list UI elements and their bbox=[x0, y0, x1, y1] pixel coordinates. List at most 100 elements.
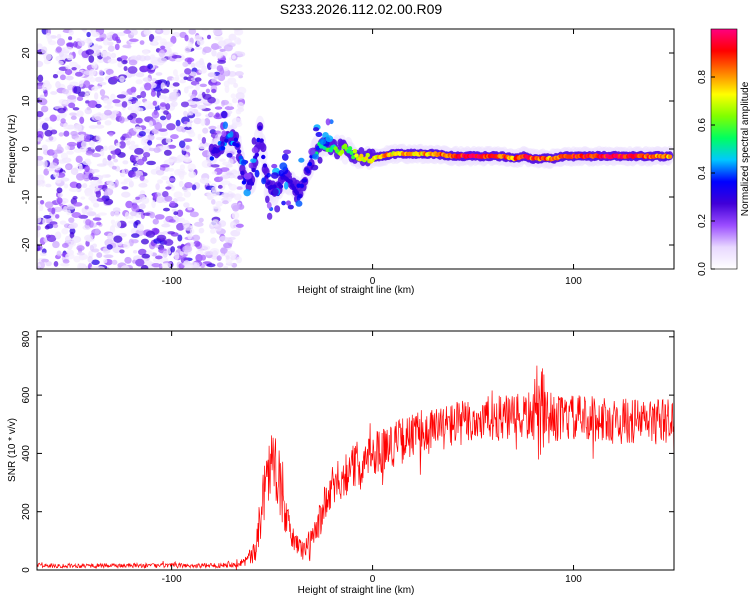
spectrogram-noise-cell bbox=[227, 102, 233, 107]
spectrogram-noise-cell bbox=[128, 38, 139, 43]
spectrogram-noise-cell bbox=[141, 253, 151, 259]
spectrogram-noise-cell bbox=[135, 170, 140, 178]
spectrogram-noise-cell bbox=[150, 54, 156, 60]
spectrogram-noise-cell bbox=[121, 60, 128, 65]
spectrogram-noise-cell bbox=[56, 70, 65, 75]
spectrogram-noise-cell bbox=[170, 134, 179, 140]
spectrogram-noise-cell bbox=[88, 55, 95, 63]
spectrogram-noise-cell bbox=[76, 110, 84, 118]
spectrogram-noise-cell bbox=[127, 66, 138, 74]
spectrogram-noise-cell bbox=[93, 92, 99, 100]
spectrogram-noise-cell bbox=[107, 58, 118, 64]
spectrogram-noise-cell bbox=[197, 133, 202, 141]
spectrogram-noise-cell bbox=[145, 230, 156, 238]
spectrogram-noise-cell bbox=[220, 180, 231, 185]
spectrogram-noise-cell bbox=[193, 240, 201, 247]
spectrogram-noise-cell bbox=[235, 92, 245, 100]
spectrogram-noise-cell bbox=[91, 259, 100, 265]
spectrogram-noise-cell bbox=[67, 250, 72, 256]
spectrogram-noise-cell bbox=[158, 49, 166, 58]
spectrogram-noise-cell bbox=[222, 200, 229, 205]
spectrogram-noise-cell bbox=[160, 82, 166, 90]
spectrogram-noise-cell bbox=[228, 33, 237, 41]
spectrogram-noise-cell bbox=[65, 145, 70, 151]
spectrogram-noise-cell bbox=[95, 103, 102, 109]
spectrogram-noise-cell bbox=[114, 103, 124, 107]
spectrogram-scatter-cell bbox=[220, 110, 228, 119]
spectrogram-noise-cell bbox=[120, 265, 130, 269]
spectrogram-noise-cell bbox=[148, 147, 155, 152]
spectrogram-noise-cell bbox=[120, 181, 128, 185]
spectrogram-noise-cell bbox=[141, 134, 149, 143]
spectrogram-noise-cell bbox=[154, 214, 165, 220]
spectrogram-noise-cell bbox=[53, 149, 63, 154]
spectrogram-noise-cell bbox=[107, 232, 114, 241]
spectrogram-noise-cell bbox=[201, 91, 206, 98]
spectrogram-scatter-cell bbox=[287, 204, 294, 210]
spectrogram-noise-cell bbox=[90, 180, 99, 185]
spectrogram-noise-cell bbox=[173, 191, 183, 199]
spectrogram-noise-cell bbox=[61, 228, 69, 235]
spectrogram-noise-cell bbox=[218, 176, 224, 182]
spectrogram-scatter-cell bbox=[312, 153, 319, 160]
spectrogram-noise-cell bbox=[135, 79, 143, 85]
spectrogram-noise-cell bbox=[219, 235, 227, 242]
spectrogram-noise-cell bbox=[198, 69, 207, 74]
spectrogram-noise-cell bbox=[155, 183, 160, 191]
spectrogram-noise-cell bbox=[142, 77, 152, 82]
spectrogram-ridge-cell bbox=[306, 169, 311, 174]
spectrogram-noise-cell bbox=[129, 210, 137, 217]
spectrogram-noise-cell bbox=[179, 79, 187, 84]
spectrogram-noise-cell bbox=[41, 258, 49, 263]
spectrogram-noise-cell bbox=[44, 201, 54, 209]
spectrogram-noise-cell bbox=[171, 54, 182, 59]
spectrogram-ridge-cell bbox=[299, 183, 305, 189]
snr-ytick-label: 200 bbox=[21, 503, 32, 520]
spectrogram-noise-cell bbox=[201, 137, 207, 144]
spectrogram-noise-cell bbox=[66, 209, 71, 216]
spectrogram-noise-cell bbox=[86, 106, 91, 111]
spectrogram-noise-cell bbox=[205, 88, 211, 94]
spectrogram-scatter-cell bbox=[284, 181, 289, 190]
spectrogram-noise-cell bbox=[223, 242, 233, 249]
spectrogram-noise-cell bbox=[100, 50, 109, 58]
spectrogram-noise-cell bbox=[135, 117, 143, 124]
spectrogram-noise-cell bbox=[45, 183, 52, 188]
spectrogram-noise-cell bbox=[167, 158, 175, 163]
spectrogram-noise-cell bbox=[228, 183, 238, 191]
spectrogram-noise-cell bbox=[73, 123, 83, 131]
spectrogram-noise-cell bbox=[91, 176, 99, 181]
spectrogram-noise-cell bbox=[43, 160, 48, 168]
spectrogram-noise-cell bbox=[174, 169, 181, 176]
spectrogram-noise-cell bbox=[37, 155, 44, 161]
snr-marks bbox=[37, 365, 674, 570]
spectrogram-noise-cell bbox=[60, 177, 70, 182]
snr-xtick-label: 100 bbox=[565, 574, 582, 585]
spectrogram-ridge-cell bbox=[352, 149, 358, 154]
spectrogram-noise-cell bbox=[134, 144, 139, 148]
spectrogram-noise-cell bbox=[121, 91, 127, 95]
spectrogram-noise-cell bbox=[37, 225, 41, 231]
spectrogram-noise-cell bbox=[107, 45, 115, 52]
spectrogram-ridge-cell bbox=[307, 161, 313, 167]
spectrogram-noise-cell bbox=[112, 99, 121, 104]
spectrogram-noise-cell bbox=[139, 40, 145, 45]
spectrogram-noise-cell bbox=[180, 101, 189, 108]
snr-ylabel: SNR (10 * v/v) bbox=[7, 418, 18, 482]
spectrogram-noise-cell bbox=[142, 151, 151, 158]
spectrogram-noise-cell bbox=[185, 145, 190, 150]
spectrogram-noise-cell bbox=[206, 263, 216, 268]
spectrogram-noise-cell bbox=[66, 150, 75, 155]
spectrogram-noise-cell bbox=[160, 45, 166, 50]
snr-xtick-label: 0 bbox=[370, 574, 376, 585]
spectrogram-noise-cell bbox=[121, 186, 129, 190]
spectrogram-noise-cell bbox=[103, 145, 108, 151]
spectrogram-noise-cell bbox=[123, 178, 133, 183]
spectrogram-scatter-cell bbox=[265, 195, 270, 204]
spectrogram-noise-cell bbox=[89, 77, 96, 83]
spectrogram-noise-cell bbox=[91, 44, 100, 51]
spectrogram-noise-cell bbox=[94, 112, 103, 121]
spectrogram-noise-cell bbox=[216, 262, 224, 268]
spectrogram-scatter-cell bbox=[243, 189, 251, 197]
